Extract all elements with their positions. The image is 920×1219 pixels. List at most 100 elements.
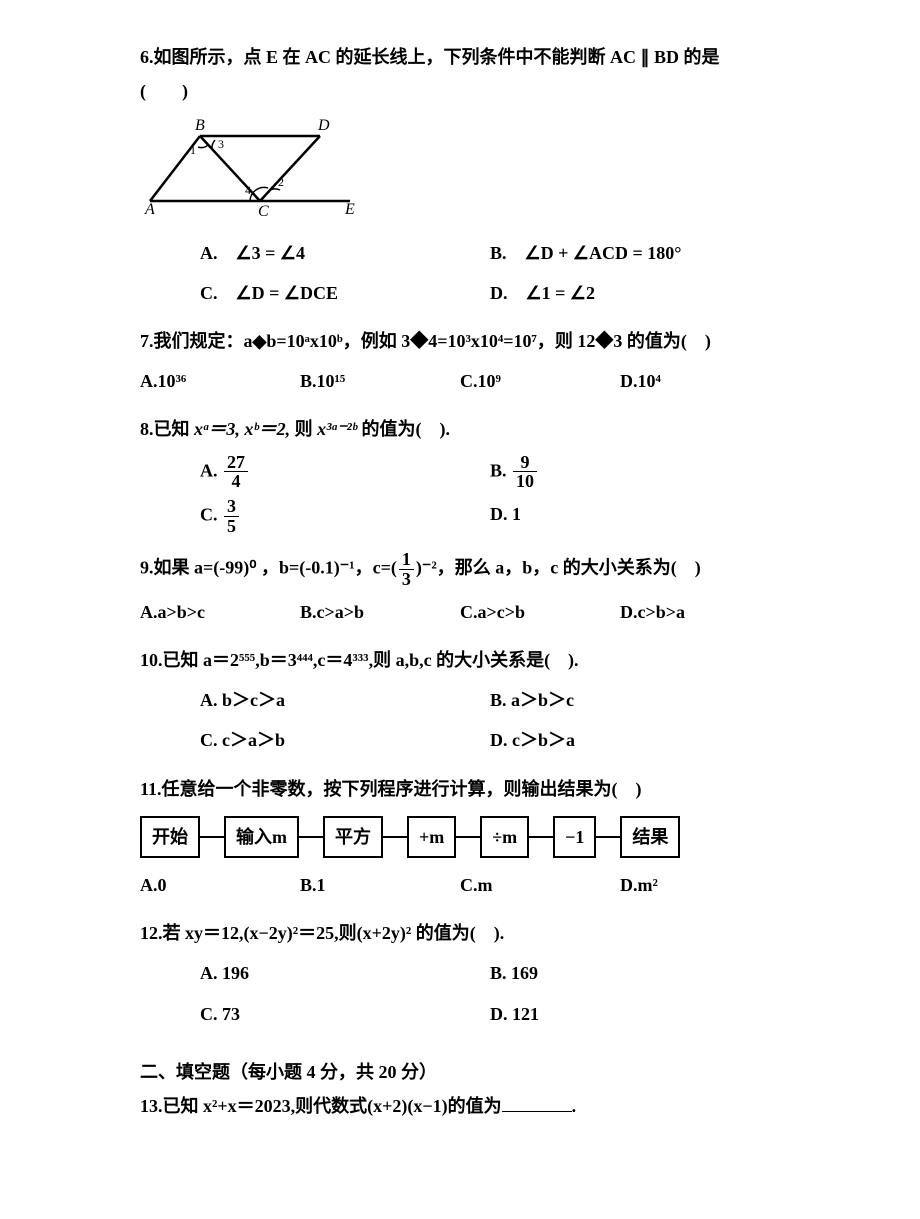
svg-text:E: E — [344, 201, 355, 216]
q8-opts-row1: A. 274 B. 910 — [140, 453, 780, 492]
question-7: 7.我们规定：a◆b=10ᵃx10ᵇ，例如 3◆4=10³x10⁴=10⁷，则 … — [140, 324, 780, 398]
text: )⁻²，那么 a，b，c 的大小关系为( ) — [416, 558, 701, 578]
opt-A: A.a>b>c — [140, 595, 300, 629]
text: 的是 — [684, 47, 720, 67]
opt-C: C. 73 — [200, 997, 490, 1031]
q12-stem: 12.若 xy＝12,(x−2y)²＝25,则(x+2y)² 的值为( ). — [140, 916, 780, 950]
text: 则 — [295, 419, 318, 439]
q8-stem: 8.已知 xᵃ＝3, xᵇ＝2, 则 x³ᵃ⁻²ᵇ 的值为( ). — [140, 412, 780, 446]
q12-opts-row1: A. 196 B. 169 — [140, 956, 780, 990]
text: 8.已知 — [140, 419, 194, 439]
opt-A: A.10³⁶ — [140, 364, 300, 398]
opt-C-label: C. — [200, 505, 218, 525]
opt-B: B. a＞b＞c — [490, 683, 780, 717]
q13-stem: 13.已知 x²+x＝2023,则代数式(x+2)(x−1)的值为. — [140, 1089, 780, 1123]
q10-stem: 10.已知 a＝2⁵⁵⁵,b＝3⁴⁴⁴,c＝4³³³,则 a,b,c 的大小关系… — [140, 643, 780, 677]
opt-A: A. 196 — [200, 956, 490, 990]
question-8: 8.已知 xᵃ＝3, xᵇ＝2, 则 x³ᵃ⁻²ᵇ 的值为( ). A. 274… — [140, 412, 780, 536]
q8-opts-row2: C. 35 D. 1 — [140, 497, 780, 536]
opt-A-frac: 274 — [224, 453, 248, 492]
text: 的值为( ). — [362, 419, 451, 439]
q9-frac: 13 — [399, 550, 414, 589]
flow-arrow-icon — [383, 836, 407, 838]
opt-C-label: C. — [200, 283, 218, 303]
q6-paren: ( ) — [140, 74, 780, 108]
question-6: 6.如图所示，点 E 在 AC 的延长线上，下列条件中不能判断 AC ∥ BD … — [140, 40, 780, 310]
opt-C-frac: 35 — [224, 497, 239, 536]
var-E: E — [266, 47, 278, 67]
flow-arrow-icon — [529, 836, 553, 838]
q7-stem: 7.我们规定：a◆b=10ᵃx10ᵇ，例如 3◆4=10³x10⁴=10⁷，则 … — [140, 324, 780, 358]
q6-opts-row2: C. ∠D = ∠DCE D. ∠1 = ∠2 — [140, 276, 780, 310]
flow-result: 结果 — [620, 816, 680, 858]
opt-C: C. c＞a＞b — [200, 723, 490, 757]
opt-D: ∠1 = ∠2 — [526, 283, 596, 303]
opt-D-label: D. — [490, 504, 508, 524]
fill-blank — [502, 1093, 572, 1112]
flow-input: 输入m — [224, 816, 299, 858]
opt-D: D.c>b>a — [620, 595, 780, 629]
question-9: 9.如果 a=(-99)⁰ ，b=(-0.1)⁻¹，c=(13)⁻²，那么 a，… — [140, 550, 780, 629]
flow-square: 平方 — [323, 816, 383, 858]
flow-arrow-icon — [456, 836, 480, 838]
text: . — [572, 1096, 577, 1116]
text: 13.已知 x²+x＝2023,则代数式(x+2)(x−1)的值为 — [140, 1096, 502, 1116]
question-12: 12.若 xy＝12,(x−2y)²＝25,则(x+2y)² 的值为( ). A… — [140, 916, 780, 1031]
expr-xb: xᵇ＝2, — [244, 419, 290, 439]
q10-opts-row2: C. c＞a＞b D. c＞b＞a — [140, 723, 780, 757]
q12-opts-row2: C. 73 D. 121 — [140, 997, 780, 1031]
opt-B: B.1 — [300, 868, 460, 902]
svg-text:C: C — [258, 203, 269, 216]
text: 的延长线上，下列条件中不能判断 — [336, 47, 611, 67]
opt-D: D.10⁴ — [620, 364, 780, 398]
flow-arrow-icon — [200, 836, 224, 838]
expr-main: x³ᵃ⁻²ᵇ — [317, 419, 357, 439]
opt-A-label: A. — [200, 460, 218, 480]
flow-plus-m: +m — [407, 816, 456, 858]
opt-B: B.c>a>b — [300, 595, 460, 629]
question-11: 11.任意给一个非零数，按下列程序进行计算，则输出结果为( ) 开始输入m平方+… — [140, 772, 780, 903]
question-13: 13.已知 x²+x＝2023,则代数式(x+2)(x−1)的值为. — [140, 1089, 780, 1123]
opt-B: B. 169 — [490, 956, 780, 990]
text: 6.如图所示，点 — [140, 47, 266, 67]
opt-D: 1 — [512, 504, 521, 524]
svg-text:4: 4 — [245, 183, 251, 197]
opt-C: C.a>c>b — [460, 595, 620, 629]
svg-text:2: 2 — [278, 175, 284, 189]
flow-arrow-icon — [299, 836, 323, 838]
opt-C: C.m — [460, 868, 620, 902]
opt-B: B.10¹⁵ — [300, 364, 460, 398]
opt-C: C.10⁹ — [460, 364, 620, 398]
flow-div-m: ÷m — [480, 816, 529, 858]
opt-D: D.m² — [620, 868, 780, 902]
flow-start: 开始 — [140, 816, 200, 858]
flow-arrow-icon — [596, 836, 620, 838]
q6-stem: 6.如图所示，点 E 在 AC 的延长线上，下列条件中不能判断 AC ∥ BD … — [140, 40, 780, 74]
q6-opts-row1: A. ∠3 = ∠4 B. ∠D + ∠ACD = 180° — [140, 236, 780, 270]
opt-D: D. c＞b＞a — [490, 723, 780, 757]
q9-stem: 9.如果 a=(-99)⁰ ，b=(-0.1)⁻¹，c=(13)⁻²，那么 a，… — [140, 550, 780, 589]
opt-B: ∠D + ∠ACD = 180° — [525, 243, 682, 263]
q10-opts-row1: A. b＞c＞a B. a＞b＞c — [140, 683, 780, 717]
opt-A: A.0 — [140, 868, 300, 902]
opt-D-label: D. — [490, 283, 508, 303]
q6-figure: B D A C E 1 3 2 4 — [140, 116, 780, 227]
svg-text:B: B — [195, 117, 205, 134]
opt-D: D. 121 — [490, 997, 780, 1031]
opt-B-label: B. — [490, 460, 507, 480]
opt-C: ∠D = ∠DCE — [236, 283, 339, 303]
text: 在 — [283, 47, 306, 67]
opt-A: ∠3 = ∠4 — [236, 243, 306, 263]
opt-A-label: A. — [200, 243, 218, 263]
q11-opts: A.0 B.1 C.m D.m² — [140, 868, 780, 902]
section-2-title: 二、填空题（每小题 4 分，共 20 分） — [140, 1055, 780, 1089]
flow-minus1: −1 — [553, 816, 596, 858]
svg-text:1: 1 — [190, 143, 196, 157]
q9-opts: A.a>b>c B.c>a>b C.a>c>b D.c>b>a — [140, 595, 780, 629]
opt-B-frac: 910 — [513, 453, 537, 492]
svg-text:A: A — [144, 201, 155, 216]
svg-text:D: D — [317, 117, 330, 134]
q11-flowchart: 开始输入m 平方 +m ÷m −1 结果 — [140, 816, 780, 858]
var-AC: AC — [305, 47, 331, 67]
question-10: 10.已知 a＝2⁵⁵⁵,b＝3⁴⁴⁴,c＝4³³³,则 a,b,c 的大小关系… — [140, 643, 780, 758]
